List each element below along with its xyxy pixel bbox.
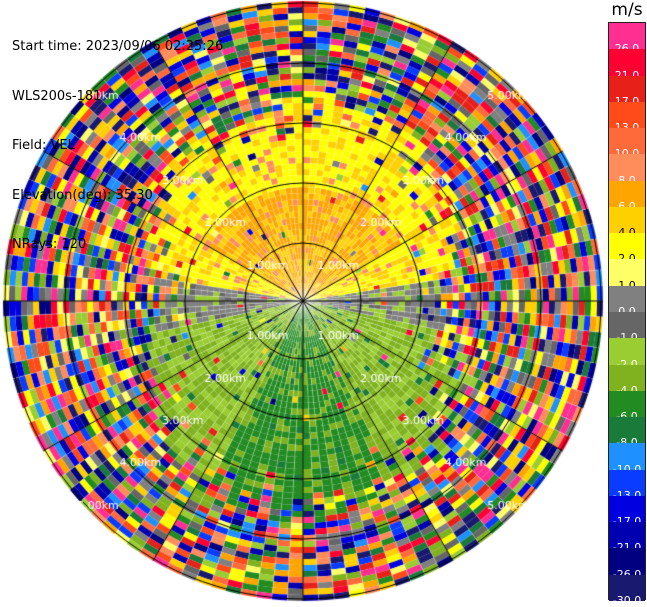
colorbar-swatch [609, 443, 645, 471]
colorbar-swatch [609, 154, 645, 182]
colorbar-swatch [609, 128, 645, 155]
colorbar-swatch [609, 75, 645, 103]
colorbar-swatch [609, 390, 645, 418]
colorbar-swatch [609, 49, 645, 77]
colorbar-swatch [609, 206, 645, 234]
colorbar-swatch [609, 233, 645, 260]
colorbar-unit: m/s [611, 0, 643, 20]
colorbar-swatch [609, 364, 645, 392]
ppi-velocity-plot [0, 0, 607, 607]
colorbar-swatch [609, 495, 645, 523]
colorbar-swatch [609, 469, 645, 497]
colorbar-swatch [609, 180, 645, 208]
colorbar: 26.021.017.013.010.08.06.04.02.01.00.0-1… [608, 22, 646, 607]
colorbar-swatch [609, 23, 645, 50]
colorbar-swatch [609, 259, 645, 287]
colorbar-tick-label: -30.0 [612, 594, 642, 607]
colorbar-swatch [609, 101, 645, 129]
colorbar-swatch [609, 522, 645, 549]
colorbar-swatch [609, 548, 645, 576]
colorbar-swatch [609, 338, 645, 366]
colorbar-swatch [609, 285, 645, 313]
colorbar-swatch [609, 574, 645, 602]
colorbar-swatch [609, 417, 645, 444]
colorbar-swatch [609, 312, 645, 339]
